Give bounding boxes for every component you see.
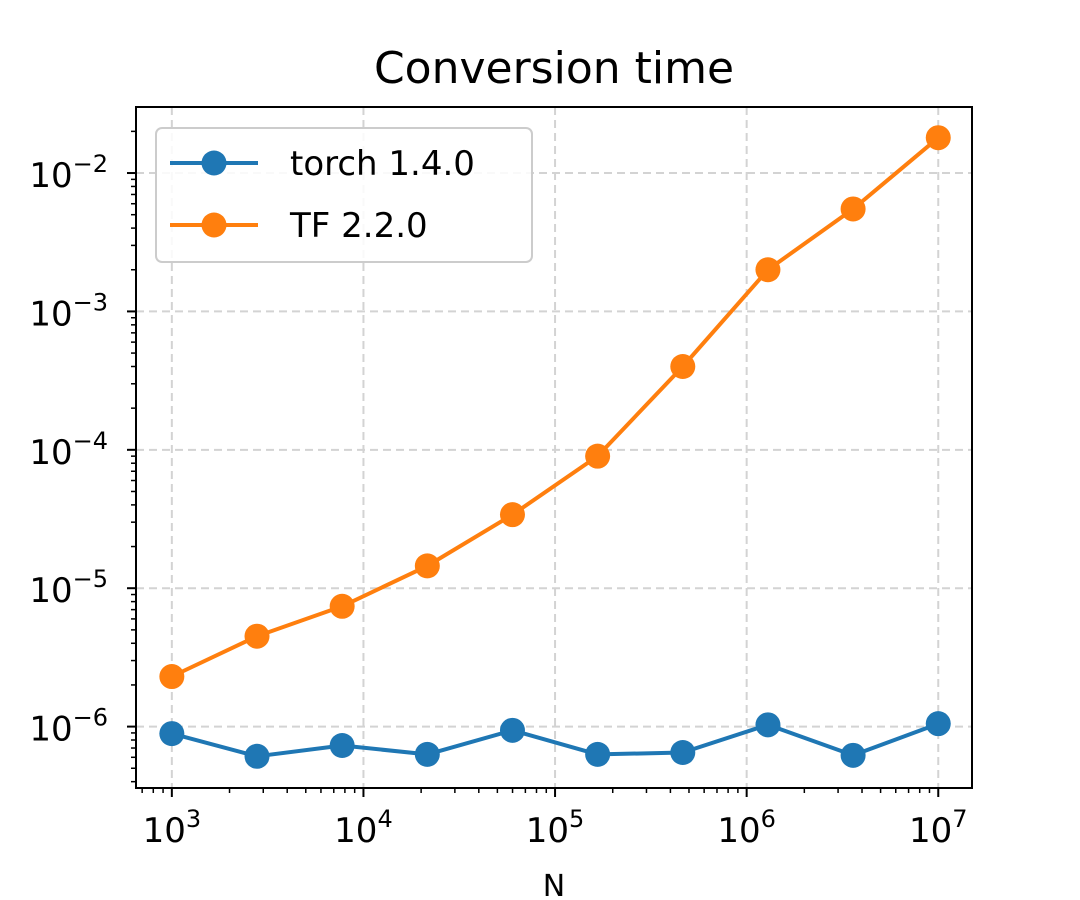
series-line-0	[171, 721, 939, 759]
x-tick-label: 105	[526, 805, 585, 851]
x-tick-label: 107	[909, 805, 968, 851]
data-point	[670, 739, 696, 765]
data-point	[244, 743, 270, 769]
y-tick-exponent: −4	[73, 427, 108, 455]
y-tick-exponent: −3	[73, 288, 108, 316]
x-tick-base: 10	[334, 811, 377, 851]
data-point	[840, 196, 866, 222]
data-point	[244, 623, 270, 649]
x-tick-base: 10	[909, 811, 952, 851]
x-tick-label: 106	[717, 805, 776, 851]
data-point	[670, 353, 696, 379]
y-tick-exponent: −2	[73, 150, 108, 178]
series-line-1	[170, 136, 940, 679]
x-tick-exponent: 3	[186, 805, 201, 833]
data-point	[329, 733, 355, 759]
x-tick-exponent: 7	[952, 805, 967, 833]
data-point	[159, 721, 185, 747]
y-tick-base: 10	[29, 294, 72, 334]
x-axis-label: N	[543, 869, 565, 900]
y-tick-base: 10	[29, 156, 72, 196]
data-point	[840, 742, 866, 768]
data-point	[925, 711, 951, 737]
x-tick-label: 103	[143, 805, 202, 851]
y-tick-label: 10−5	[29, 565, 108, 611]
x-tick-exponent: 6	[761, 805, 776, 833]
chart-title: Conversion time	[374, 43, 734, 94]
legend-marker	[201, 150, 227, 176]
x-tick-base: 10	[143, 811, 186, 851]
grid-lines	[136, 107, 972, 788]
data-point	[585, 443, 611, 469]
series-layer	[159, 125, 951, 769]
data-point	[499, 717, 525, 743]
legend: torch 1.4.0 TF 2.2.0	[155, 127, 533, 263]
legend-marker	[201, 212, 227, 238]
x-tick-base: 10	[717, 811, 760, 851]
y-tick-label: 10−2	[29, 150, 108, 196]
data-point	[755, 712, 781, 738]
x-tick-base: 10	[526, 811, 569, 851]
legend-label: TF 2.2.0	[289, 206, 428, 246]
data-point	[755, 257, 781, 283]
y-tick-base: 10	[29, 433, 72, 473]
plot-frame	[135, 106, 973, 789]
y-tick-label: 10−6	[29, 704, 108, 750]
y-tick-exponent: −5	[73, 565, 108, 593]
data-point	[414, 741, 440, 767]
data-point	[414, 553, 440, 579]
major-ticks	[127, 172, 940, 797]
y-tick-exponent: −6	[73, 704, 108, 732]
y-tick-label: 10−3	[29, 288, 108, 334]
data-point	[585, 741, 611, 767]
x-tick-label: 104	[334, 805, 393, 851]
data-point	[159, 664, 185, 690]
y-tick-base: 10	[29, 710, 72, 750]
y-tick-base: 10	[29, 571, 72, 611]
data-point	[329, 593, 355, 619]
data-point	[925, 125, 951, 151]
x-tick-exponent: 5	[569, 805, 584, 833]
legend-label: torch 1.4.0	[290, 144, 475, 184]
data-point	[499, 502, 525, 528]
y-tick-label: 10−4	[29, 427, 108, 473]
x-tick-exponent: 4	[377, 805, 392, 833]
